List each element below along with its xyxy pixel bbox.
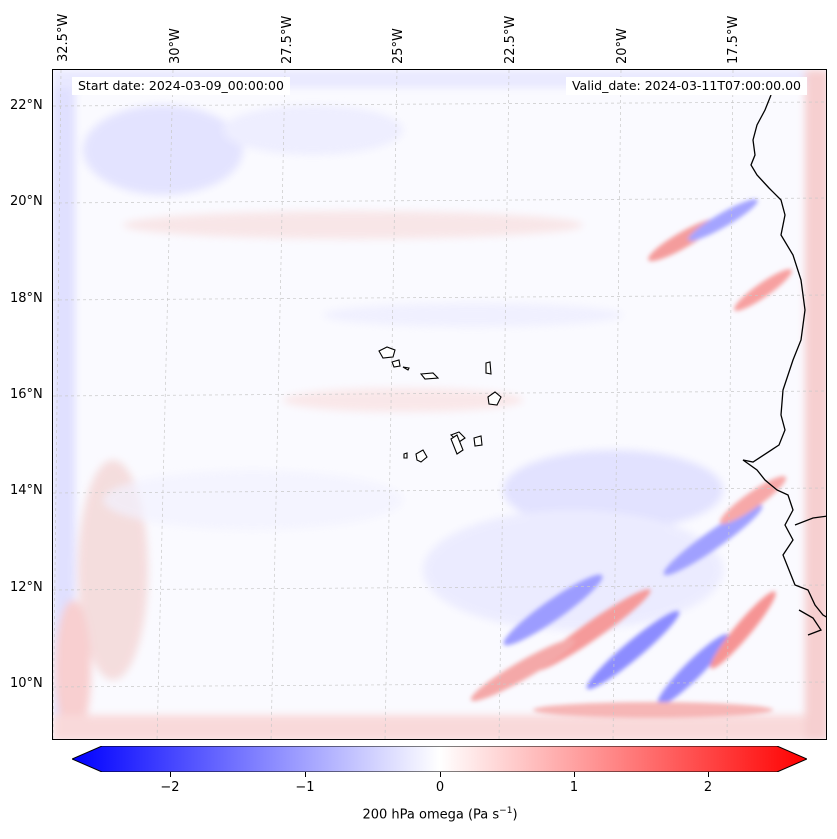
colorbar-tick-label: 2 xyxy=(703,780,713,795)
omega-field xyxy=(53,70,826,739)
lat-tick-label: 16°N xyxy=(10,387,43,402)
lon-tick-label: 17.5°W xyxy=(726,15,741,64)
coastline xyxy=(742,94,826,636)
gridlines xyxy=(53,70,826,739)
colorbar-tick-label: −2 xyxy=(160,780,180,795)
lon-tick-label: 27.5°W xyxy=(280,15,295,64)
colorbar-tickmark xyxy=(574,772,575,777)
colorbar-label: 200 hPa omega (Pa s−1) xyxy=(362,806,518,823)
colorbar xyxy=(72,746,807,772)
lat-tick-label: 14°N xyxy=(10,483,43,498)
colorbar-tick-label: −1 xyxy=(295,780,315,795)
map-panel xyxy=(52,69,827,740)
lon-tick-label: 20°W xyxy=(615,28,630,64)
colorbar-tickmark xyxy=(170,772,171,777)
lon-tick-label: 25°W xyxy=(391,28,406,64)
colorbar-tickmark xyxy=(440,772,441,777)
lat-tick-label: 22°N xyxy=(10,98,43,113)
colorbar-tickmark xyxy=(305,772,306,777)
cape-verde-islands xyxy=(378,346,502,463)
lat-tick-label: 12°N xyxy=(10,580,43,595)
valid-date-label: Valid_date: 2024-03-11T07:00:00.00 xyxy=(565,77,807,95)
colorbar-tick-label: 0 xyxy=(435,780,445,795)
lon-tick-label: 30°W xyxy=(168,28,183,64)
colorbar-tickmark xyxy=(708,772,709,777)
lon-tick-label: 22.5°W xyxy=(503,15,518,64)
start-date-label: Start date: 2024-03-09_00:00:00 xyxy=(72,77,290,95)
colorbar-tick-label: 1 xyxy=(569,780,579,795)
lat-tick-label: 10°N xyxy=(10,676,43,691)
lat-tick-label: 18°N xyxy=(10,291,43,306)
lat-tick-label: 20°N xyxy=(10,194,43,209)
lon-tick-label: 32.5°W xyxy=(56,13,71,62)
